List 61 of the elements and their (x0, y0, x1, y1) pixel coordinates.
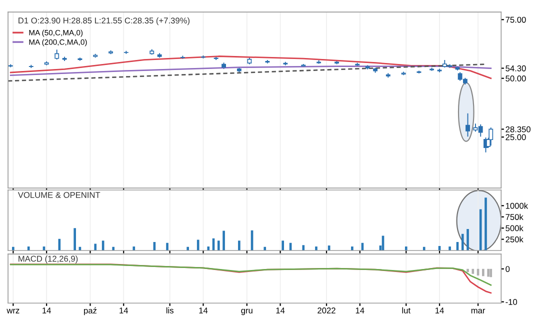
x-tick-label: lut (402, 307, 410, 314)
y-tick-label: 50.00 (506, 76, 526, 82)
y-tick-label: -10 (506, 299, 518, 305)
candlestick (124, 50, 128, 54)
y-tick-label: 250k (506, 236, 524, 242)
candlestick (488, 128, 494, 146)
chart-title: VOLUME & OPENINT (18, 192, 100, 198)
bar (12, 246, 14, 250)
x-tick-label: 2022 (318, 308, 336, 314)
bar (186, 246, 189, 250)
bar (479, 209, 482, 250)
candlestick (430, 68, 434, 71)
bar (461, 234, 464, 250)
x-tick-label: lis (166, 307, 174, 314)
x-tick-label: 14 (436, 308, 444, 314)
y-tick-label: 1000k (506, 202, 528, 209)
text: D1 O:23.90 H:28.85 L:21.55 C:28.35 (+7.39%) (18, 17, 190, 26)
y-tick-label: 54.30 (506, 65, 526, 72)
candlestick (8, 64, 13, 68)
bar (238, 240, 240, 250)
x-tick-label: paź (84, 307, 97, 316)
x-tick-label: mar (471, 308, 486, 314)
chart-title: MACD (12,26,9) (18, 256, 78, 264)
bar (166, 242, 168, 250)
bar (404, 246, 408, 250)
y-tick-label: 75.00 (506, 16, 526, 23)
y-tick-label: 500k (506, 225, 524, 232)
bar (351, 246, 354, 250)
bar (466, 228, 469, 250)
candlestick (62, 56, 67, 61)
bar (264, 246, 266, 250)
x-tick-label: 14 (356, 308, 364, 314)
line-series (10, 56, 492, 80)
bar (302, 245, 305, 250)
bar (94, 244, 97, 250)
bar (207, 246, 210, 250)
x-tick-label: gru (241, 308, 252, 316)
bar (422, 246, 426, 250)
line-series (10, 264, 492, 286)
bar (222, 230, 225, 250)
y-tick-label: 0 (506, 266, 510, 272)
x-tick-label: 14 (120, 308, 128, 314)
x-tick-label: 14 (42, 308, 51, 314)
bar (282, 240, 284, 250)
y-tick-label: 750k (506, 214, 524, 220)
bar (484, 198, 487, 250)
bar (217, 240, 220, 250)
bar (448, 246, 451, 250)
bar (132, 246, 136, 250)
candlestick (201, 56, 206, 58)
y-tick-label: 25.00 (506, 134, 526, 140)
x-tick-label: 14 (276, 308, 285, 314)
bar (315, 246, 318, 250)
bar (74, 228, 76, 250)
x-tick-label: 14 (199, 308, 208, 314)
bar (196, 240, 200, 250)
x-tick-label: wrz (6, 308, 20, 314)
bar (112, 246, 114, 250)
candlestick (28, 64, 34, 68)
y-tick-label: 28.350 (506, 126, 530, 132)
candlestick (466, 113, 470, 137)
